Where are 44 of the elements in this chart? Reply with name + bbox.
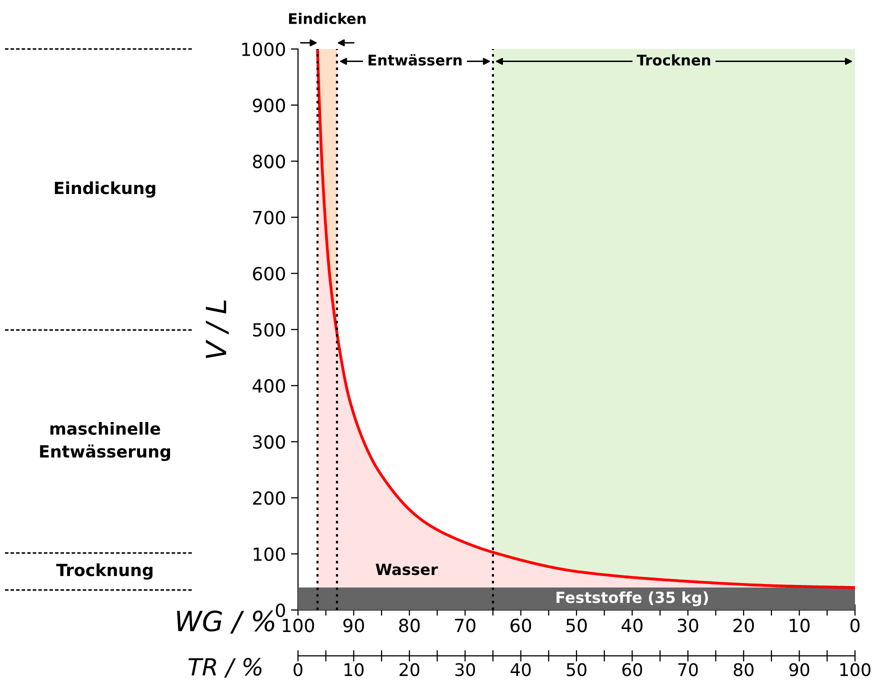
band-label: Feststoffe (35 kg) xyxy=(556,591,708,606)
x-axis-title: TR / % xyxy=(188,658,262,678)
x2-tick-label: 10 xyxy=(790,618,810,632)
x-tick-label: 0 xyxy=(294,663,302,676)
x-tick-label: 90 xyxy=(789,663,810,676)
y-axis-title: V / L xyxy=(206,300,229,358)
x2-tick-label: 20 xyxy=(733,618,754,632)
x2-tick-label: 100 xyxy=(282,618,314,632)
y-tick-label: 900 xyxy=(252,98,285,112)
x-tick-label: 10 xyxy=(344,663,364,676)
y-tick-label: 1000 xyxy=(242,42,285,56)
x-tick-label: 50 xyxy=(566,663,586,676)
x2-axis-title: WG / % xyxy=(177,610,274,634)
text: Trocknung xyxy=(56,563,152,580)
text: maschinelle Entwässerung xyxy=(40,422,170,462)
x-tick-label: 80 xyxy=(734,663,754,676)
x2-tick-label: 40 xyxy=(622,618,642,632)
band-label: Trocknen xyxy=(636,54,710,66)
y-tick-label: 0 xyxy=(276,603,285,618)
y-tick-label: 700 xyxy=(253,210,285,224)
x2-tick-label: 90 xyxy=(343,618,364,632)
x-tick-label: 60 xyxy=(622,663,642,676)
x-tick-label: 40 xyxy=(510,663,531,676)
annotation: Entwässern xyxy=(368,54,462,66)
x2-tick-label: 80 xyxy=(399,618,420,632)
y-tick-label: 100 xyxy=(254,547,285,562)
y-tick-label: 300 xyxy=(253,435,285,449)
x2-tick-label: 0 xyxy=(850,618,860,632)
x-tick-label: 70 xyxy=(678,663,698,676)
band-label: Eindicken xyxy=(289,12,366,24)
x-tick-label: 20 xyxy=(400,663,420,676)
y-tick-label: 400 xyxy=(252,379,285,393)
annotation: Wasser xyxy=(376,564,438,576)
y-tick-label: 500 xyxy=(253,322,285,337)
x2-tick-label: 70 xyxy=(455,618,476,632)
y-tick-label: 600 xyxy=(252,266,285,281)
x2-tick-label: 30 xyxy=(678,618,698,632)
y-tick-label: 800 xyxy=(252,154,285,168)
x-tick-label: 100 xyxy=(840,663,870,676)
x2-tick-label: 60 xyxy=(510,618,532,632)
text: Eindickung xyxy=(54,181,156,198)
x-tick-label: 30 xyxy=(455,663,475,676)
y-tick-label: 200 xyxy=(253,491,285,505)
x2-tick-label: 50 xyxy=(566,618,587,632)
